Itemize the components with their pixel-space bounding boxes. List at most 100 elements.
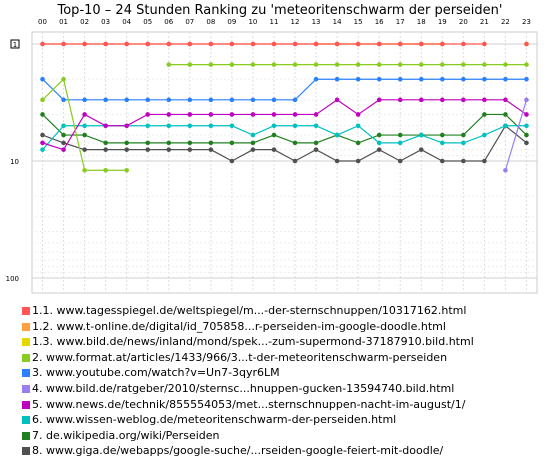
x-tick-label: 21 xyxy=(480,18,489,26)
data-point xyxy=(61,41,66,47)
data-point xyxy=(208,41,214,47)
legend-item: 1.3. www.bild.de/news/inland/mond/spek..… xyxy=(0,334,560,350)
data-point xyxy=(250,140,256,146)
data-point xyxy=(271,41,277,47)
data-point xyxy=(482,112,487,117)
legend-swatch xyxy=(22,447,30,456)
data-point xyxy=(40,76,45,82)
data-point xyxy=(313,140,319,146)
data-point xyxy=(313,112,319,117)
x-tick-label: 02 xyxy=(80,18,89,26)
data-point xyxy=(334,41,340,47)
data-point xyxy=(208,97,214,103)
legend-swatch xyxy=(22,369,30,378)
data-point xyxy=(229,158,235,164)
data-point xyxy=(166,41,172,47)
data-point xyxy=(187,62,193,67)
data-point xyxy=(313,147,319,152)
data-point xyxy=(397,97,403,103)
data-point xyxy=(166,112,172,117)
data-point xyxy=(292,41,298,47)
data-point xyxy=(208,62,214,67)
data-point xyxy=(503,167,508,173)
x-tick-label: 04 xyxy=(122,18,131,26)
data-point xyxy=(418,147,424,152)
legend-item: 1.2. www.t-online.de/digital/id_705858..… xyxy=(0,319,560,335)
data-point xyxy=(397,62,403,67)
data-point xyxy=(166,97,172,103)
data-point xyxy=(334,62,340,67)
data-point xyxy=(145,97,151,103)
data-point xyxy=(250,132,256,138)
legend-label: 3. www.youtube.com/watch?v=Un7-3qyr6LM xyxy=(32,366,280,380)
legend-item: 8. www.giga.de/webapps/google-suche/...r… xyxy=(0,443,560,459)
legend-label: 8. www.giga.de/webapps/google-suche/...r… xyxy=(32,444,444,458)
data-point xyxy=(124,123,129,129)
data-point xyxy=(334,76,340,82)
legend-item: 2. www.format.at/articles/1433/966/3...t… xyxy=(0,350,560,366)
x-tick-label: 16 xyxy=(375,18,384,26)
data-point xyxy=(376,140,382,146)
x-tick-label: 05 xyxy=(143,18,152,26)
data-point xyxy=(61,123,66,129)
data-point xyxy=(524,132,529,138)
x-tick-label: 00 xyxy=(38,18,47,26)
data-point xyxy=(482,62,487,67)
data-point xyxy=(482,41,487,47)
data-point xyxy=(208,147,214,152)
x-tick-label: 17 xyxy=(396,18,405,26)
legend-label: 4. www.bild.de/ratgeber/2010/sternsc...h… xyxy=(32,381,455,395)
data-point xyxy=(250,97,256,103)
data-point xyxy=(271,112,277,117)
axes: 00 01 02 03 04 05 06 07 08 09 10 11 12 13 14 15 16 17 18 19… xyxy=(6,18,531,283)
data-point xyxy=(187,41,193,47)
legend-swatch xyxy=(22,307,30,315)
legend-swatch xyxy=(22,400,30,409)
data-point xyxy=(187,97,193,103)
data-point xyxy=(503,62,508,67)
data-point xyxy=(334,158,340,164)
legend-item: 3. www.youtube.com/watch?v=Un7-3qyr6LM xyxy=(0,365,560,381)
legend-label: 1.2. www.t-online.de/digital/id_705858..… xyxy=(32,319,446,333)
data-point xyxy=(292,158,298,164)
data-point xyxy=(461,76,466,82)
data-point xyxy=(103,167,108,173)
chart-title: Top-10 – 24 Stunden Ranking zu 'meteorit… xyxy=(57,3,503,18)
data-point xyxy=(355,123,361,129)
data-point xyxy=(271,147,277,152)
data-point xyxy=(103,97,108,103)
legend-item: 5. www.news.de/technik/855554053/met...s… xyxy=(0,397,560,413)
data-point xyxy=(397,41,403,47)
data-point xyxy=(229,140,235,146)
data-point xyxy=(40,41,45,47)
data-point xyxy=(271,132,277,138)
data-point xyxy=(271,97,277,103)
x-tick-label: 23 xyxy=(522,18,531,26)
x-tick-label: 22 xyxy=(501,18,510,26)
data-point xyxy=(292,112,298,117)
data-point xyxy=(334,97,340,103)
series-group xyxy=(40,41,529,173)
data-point xyxy=(524,76,529,82)
series-segment xyxy=(42,113,527,144)
data-point xyxy=(440,132,445,138)
series-segment xyxy=(42,125,527,151)
data-point xyxy=(355,140,361,146)
data-point xyxy=(355,112,361,117)
data-point xyxy=(124,167,129,173)
data-point xyxy=(103,123,108,129)
series-segment xyxy=(504,99,528,171)
data-point xyxy=(229,97,235,103)
series-line xyxy=(40,76,529,103)
data-point xyxy=(208,112,214,117)
data-point xyxy=(482,97,487,103)
data-point xyxy=(397,140,403,146)
data-point xyxy=(524,123,529,129)
data-point xyxy=(103,147,108,152)
data-point xyxy=(124,147,129,152)
data-point xyxy=(145,147,151,152)
data-point xyxy=(334,132,340,138)
data-point xyxy=(461,140,466,146)
data-point xyxy=(40,112,45,117)
data-point xyxy=(355,76,361,82)
